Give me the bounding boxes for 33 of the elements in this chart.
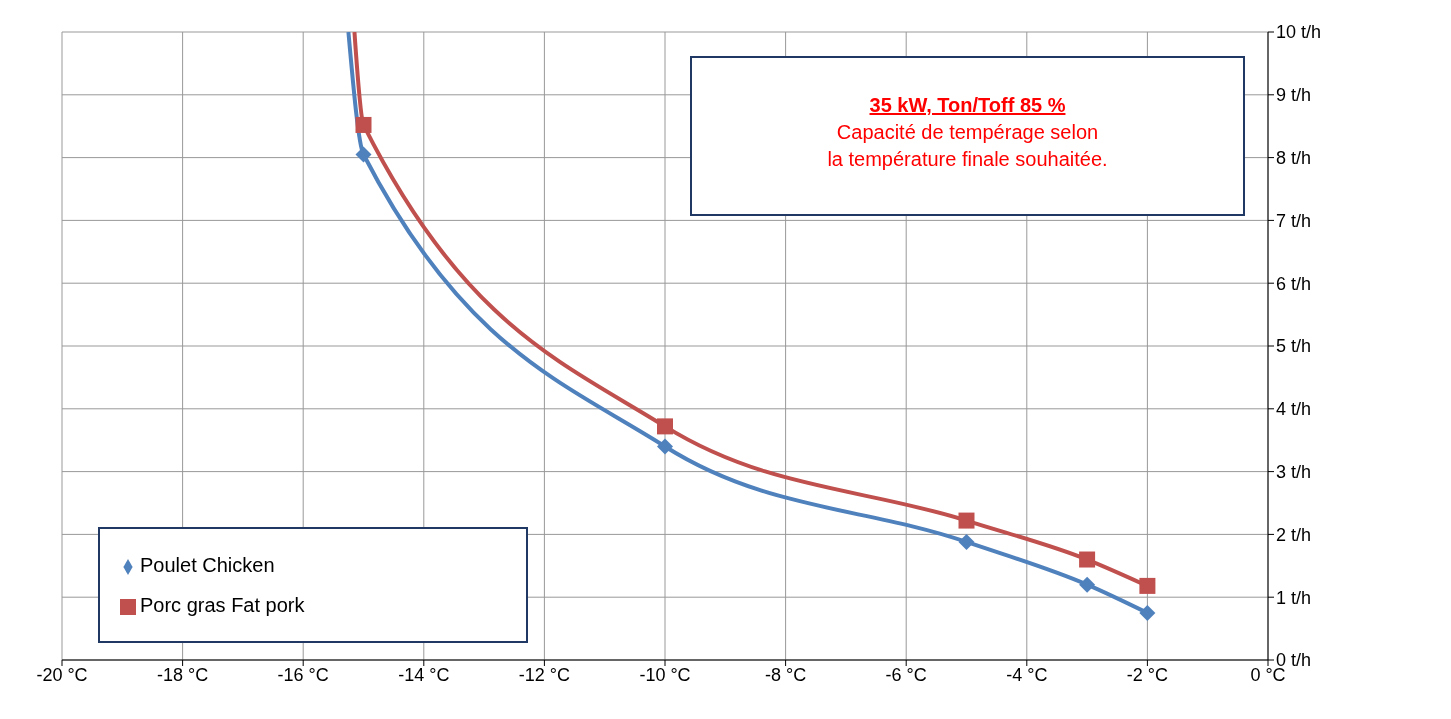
y-tick-label: 8 t/h [1276,147,1312,168]
legend-label: Poulet Chicken [140,554,275,576]
text-box: 35 kW, Ton/Toff 85 % Capacité de tempérage selon la température finale souhaitée. [690,56,1245,216]
y-tick-label: 6 t/h [1276,273,1312,294]
y-tick-label: 3 t/h [1276,461,1312,482]
x-tick-label: -10 °C [639,664,691,685]
point [1079,576,1096,593]
x-tick-label: -2 °C [1126,664,1168,685]
point [1079,551,1096,568]
point [657,418,673,435]
point [958,512,975,529]
x-tick-label: -18 °C [156,664,209,685]
x-tick-label: -6 °C [885,664,927,685]
x-tick-label: -12 °C [518,664,571,685]
point [958,533,975,550]
point [355,146,372,163]
y-tick-label: 4 t/h [1276,399,1312,420]
point [1139,577,1156,594]
x-tick-label: -4 °C [1006,664,1048,685]
point [355,116,372,133]
x-tick-label: -14 °C [398,664,450,685]
y-tick-label: 5 t/h [1276,336,1312,357]
y-tick-label: 10 t/h [1276,22,1322,43]
y-tick-label: 2 t/h [1276,524,1312,545]
legend-label: Porc gras Fat pork [140,594,305,616]
point [657,438,673,455]
y-tick-label: 9 t/h [1276,85,1312,106]
x-tick-label: -16 °C [277,664,329,685]
point [1139,604,1156,621]
y-tick-label: 7 t/h [1276,210,1312,231]
y-tick-label: 1 t/h [1276,587,1312,608]
x-tick-label: -8 °C [765,664,807,685]
x-tick-label: -20 °C [36,664,88,685]
